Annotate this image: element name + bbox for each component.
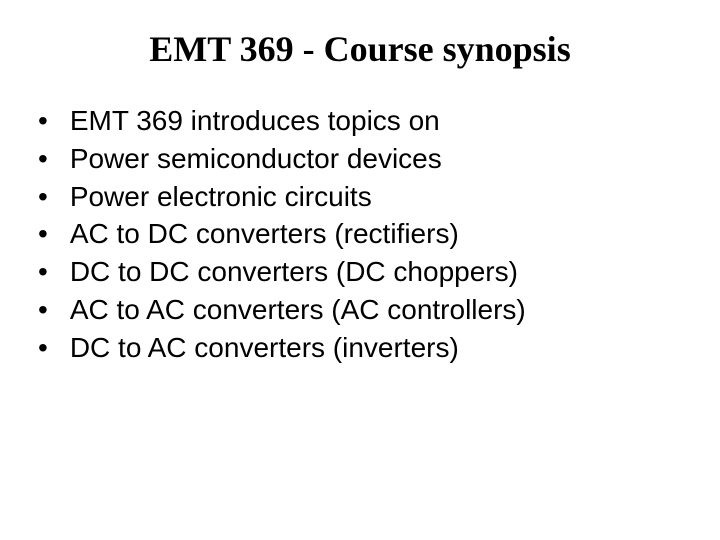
slide-title: EMT 369 - Course synopsis bbox=[30, 28, 690, 70]
bullet-marker-icon: • bbox=[38, 102, 48, 140]
bullet-marker-icon: • bbox=[38, 253, 48, 291]
list-item: • AC to AC converters (AC controllers) bbox=[38, 291, 690, 329]
bullet-text: EMT 369 introduces topics on bbox=[70, 102, 690, 140]
bullet-list: • EMT 369 introduces topics on • Power s… bbox=[30, 102, 690, 367]
list-item: • DC to DC converters (DC choppers) bbox=[38, 253, 690, 291]
list-item: • DC to AC converters (inverters) bbox=[38, 329, 690, 367]
list-item: • EMT 369 introduces topics on bbox=[38, 102, 690, 140]
bullet-text: Power electronic circuits bbox=[70, 178, 690, 216]
bullet-text: DC to AC converters (inverters) bbox=[70, 329, 690, 367]
list-item: • Power semiconductor devices bbox=[38, 140, 690, 178]
bullet-marker-icon: • bbox=[38, 329, 48, 367]
bullet-text: Power semiconductor devices bbox=[70, 140, 690, 178]
bullet-marker-icon: • bbox=[38, 291, 48, 329]
bullet-text: DC to DC converters (DC choppers) bbox=[70, 253, 690, 291]
bullet-marker-icon: • bbox=[38, 215, 48, 253]
list-item: • AC to DC converters (rectifiers) bbox=[38, 215, 690, 253]
bullet-marker-icon: • bbox=[38, 178, 48, 216]
slide-container: EMT 369 - Course synopsis • EMT 369 intr… bbox=[0, 0, 720, 540]
bullet-text: AC to AC converters (AC controllers) bbox=[70, 291, 690, 329]
bullet-marker-icon: • bbox=[38, 140, 48, 178]
list-item: • Power electronic circuits bbox=[38, 178, 690, 216]
bullet-text: AC to DC converters (rectifiers) bbox=[70, 215, 690, 253]
